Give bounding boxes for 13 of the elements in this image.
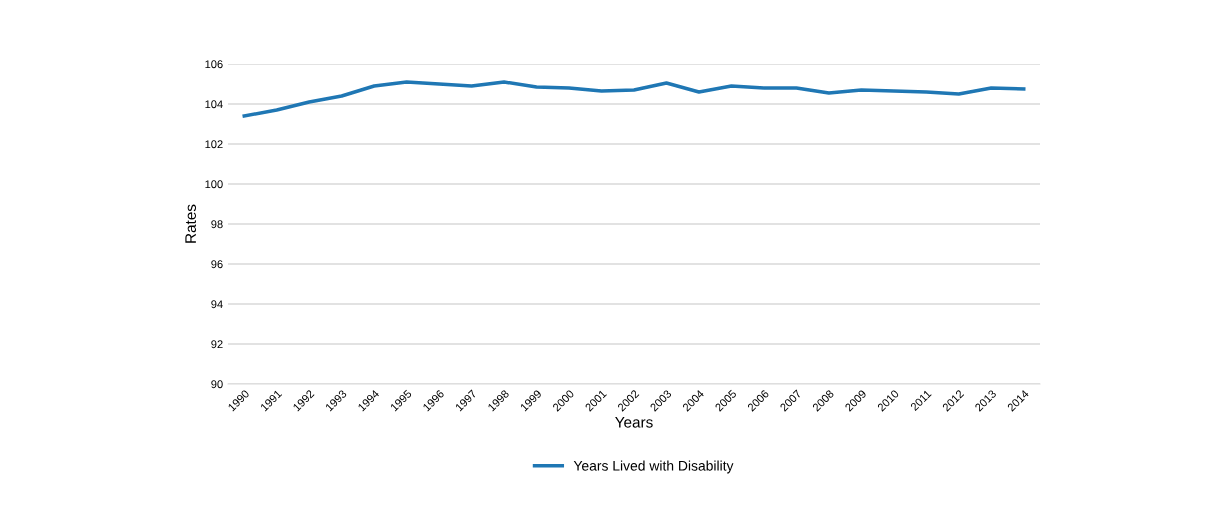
- y-tick-label: 102: [205, 140, 223, 149]
- y-tick-label: 90: [211, 380, 223, 389]
- y-tick-label: 94: [211, 300, 223, 309]
- y-tick-label: 100: [205, 180, 223, 189]
- y-tick-label: 104: [205, 100, 223, 109]
- y-tick-label: 92: [211, 340, 223, 349]
- y-tick-label: 98: [211, 220, 223, 229]
- y-axis-title: Rates: [185, 204, 197, 243]
- legend-label: Years Lived with Disability: [573, 460, 734, 474]
- x-axis-title: Years: [615, 417, 653, 428]
- y-tick-label: 96: [211, 260, 223, 269]
- y-tick-label: 106: [205, 60, 223, 69]
- line-series: [242, 80, 1026, 118]
